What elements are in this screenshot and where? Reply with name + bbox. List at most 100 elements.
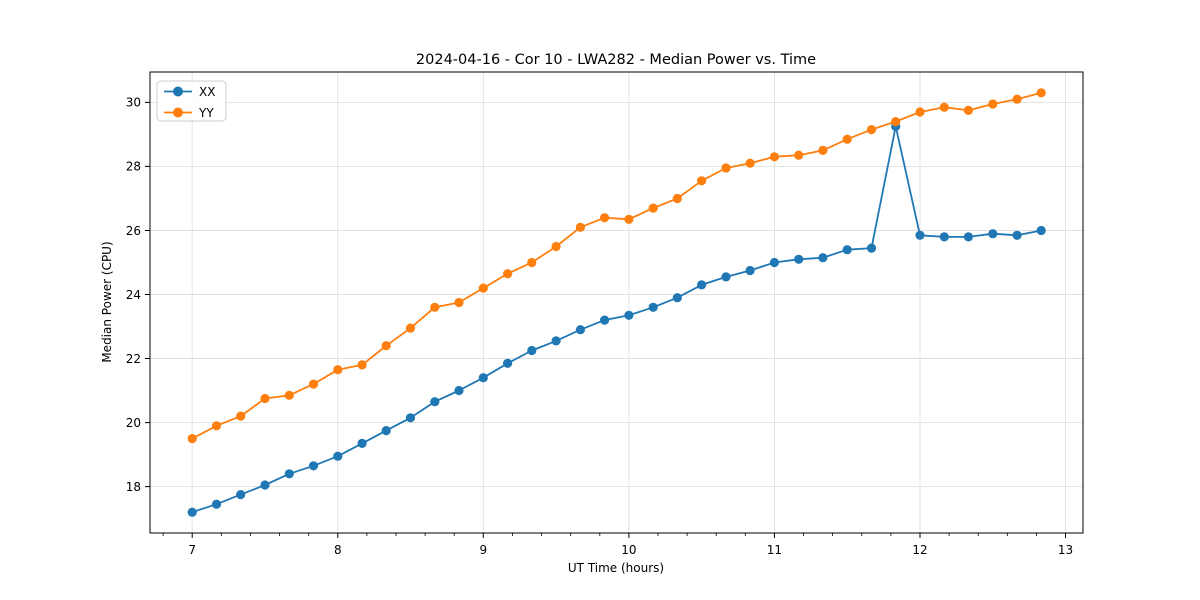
series-xx-marker — [405, 413, 416, 423]
series-yy-marker — [308, 379, 319, 389]
series-yy-marker — [1012, 94, 1022, 104]
series-xx-marker — [915, 230, 925, 240]
series-yy-marker — [842, 134, 852, 144]
series-yy-marker — [672, 193, 682, 204]
legend-marker — [173, 107, 183, 118]
series-yy-marker — [527, 257, 537, 268]
y-tick-label: 30 — [126, 96, 141, 110]
legend: XX YY — [156, 80, 227, 122]
series-yy-marker — [1036, 88, 1046, 98]
axes: 7 8 9 10 11 12 13 18 20 22 24 26 28 30 — [126, 71, 1084, 557]
series-xx-marker — [745, 265, 755, 276]
chart-title: 2024-04-16 - Cor 10 - LWA282 - Median Po… — [416, 52, 816, 68]
series-yy-marker — [284, 390, 294, 400]
series-xx-marker — [454, 385, 464, 396]
y-tick-label: 18 — [126, 480, 141, 494]
series-xx-marker — [721, 272, 731, 282]
series-xx-marker — [381, 426, 391, 436]
series-yy-marker — [769, 152, 780, 162]
series-xx-marker — [648, 302, 658, 312]
series-yy-marker — [600, 213, 610, 223]
series-xx-marker — [697, 280, 707, 290]
series-xx-marker — [357, 438, 367, 448]
series-xx-marker — [794, 254, 804, 264]
series-xx-marker — [963, 232, 974, 242]
series-yy-marker — [988, 99, 998, 109]
legend-item-yy: YY — [164, 106, 214, 120]
series-xx-marker — [939, 232, 949, 242]
series-xx-marker — [503, 358, 513, 368]
x-tick-label: 7 — [188, 543, 196, 557]
data-series — [187, 88, 1046, 517]
grid-lines — [150, 72, 1083, 533]
series-xx-marker — [284, 469, 294, 479]
legend-label: XX — [199, 85, 215, 99]
series-xx-line — [191, 125, 1043, 514]
series-yy-marker — [648, 203, 658, 213]
x-axis-label: UT Time (hours) — [568, 561, 664, 575]
series-xx-marker — [769, 257, 780, 268]
series-yy-marker — [697, 176, 707, 186]
series-yy-marker — [721, 163, 731, 173]
y-tick-label: 24 — [126, 288, 141, 302]
series-yy-marker — [963, 105, 974, 115]
series-xx-marker — [551, 336, 561, 346]
series-xx-marker — [236, 490, 246, 500]
series-yy-marker — [915, 107, 925, 117]
series-yy-marker — [211, 421, 222, 431]
legend-box — [156, 80, 227, 122]
y-tick-label: 20 — [126, 416, 141, 430]
y-tick-label: 22 — [126, 352, 141, 366]
series-xx-marker — [575, 325, 586, 335]
series-yy-marker — [503, 269, 513, 279]
series-yy-marker — [818, 145, 828, 155]
x-tick-label: 8 — [334, 543, 342, 557]
series-yy-marker — [405, 323, 416, 333]
series-xx-marker — [308, 461, 319, 471]
series-yy-marker — [624, 214, 634, 224]
x-tick-label: 12 — [912, 543, 927, 557]
series-yy-marker — [236, 411, 246, 421]
legend-marker — [173, 86, 183, 97]
legend-label: YY — [198, 106, 214, 120]
series-xx-marker — [333, 451, 343, 461]
series-yy-marker — [745, 158, 755, 168]
series-yy-marker — [478, 283, 488, 293]
series-yy-marker — [187, 434, 197, 444]
series-xx-marker — [430, 397, 440, 407]
x-tick-label: 11 — [767, 543, 782, 557]
series-yy-marker — [381, 341, 391, 351]
series-xx-marker — [1036, 225, 1046, 236]
series-xx-marker — [672, 293, 682, 303]
series-yy-marker — [939, 102, 949, 112]
x-tick-label: 9 — [479, 543, 487, 557]
series-xx-marker — [818, 253, 828, 263]
series-xx-marker — [600, 315, 610, 325]
series-yy-marker — [866, 125, 877, 135]
series-xx-marker — [211, 499, 222, 509]
legend-item-xx: XX — [164, 85, 215, 99]
series-xx-marker — [478, 373, 488, 383]
series-yy-marker — [357, 360, 367, 370]
series-yy-marker — [551, 241, 561, 252]
series-xx-marker — [624, 310, 634, 320]
series-yy-marker — [333, 365, 343, 375]
series-xx-marker — [527, 345, 537, 356]
x-tick-label: 13 — [1058, 543, 1073, 557]
series-yy-marker — [260, 393, 270, 404]
x-tick-label: 10 — [621, 543, 636, 557]
series-xx-marker — [842, 245, 852, 255]
series-xx-marker — [866, 243, 877, 253]
series-yy-marker — [430, 302, 440, 312]
series-xx-marker — [260, 480, 270, 490]
series-yy-marker — [794, 150, 804, 160]
y-axis-label: Median Power (CPU) — [100, 241, 114, 362]
series-xx-marker — [1012, 230, 1022, 240]
series-yy-marker — [575, 222, 586, 232]
series-xx-marker — [187, 507, 197, 517]
y-tick-label: 28 — [126, 160, 141, 174]
plot-border — [149, 71, 1084, 534]
series-yy-marker — [454, 297, 464, 308]
